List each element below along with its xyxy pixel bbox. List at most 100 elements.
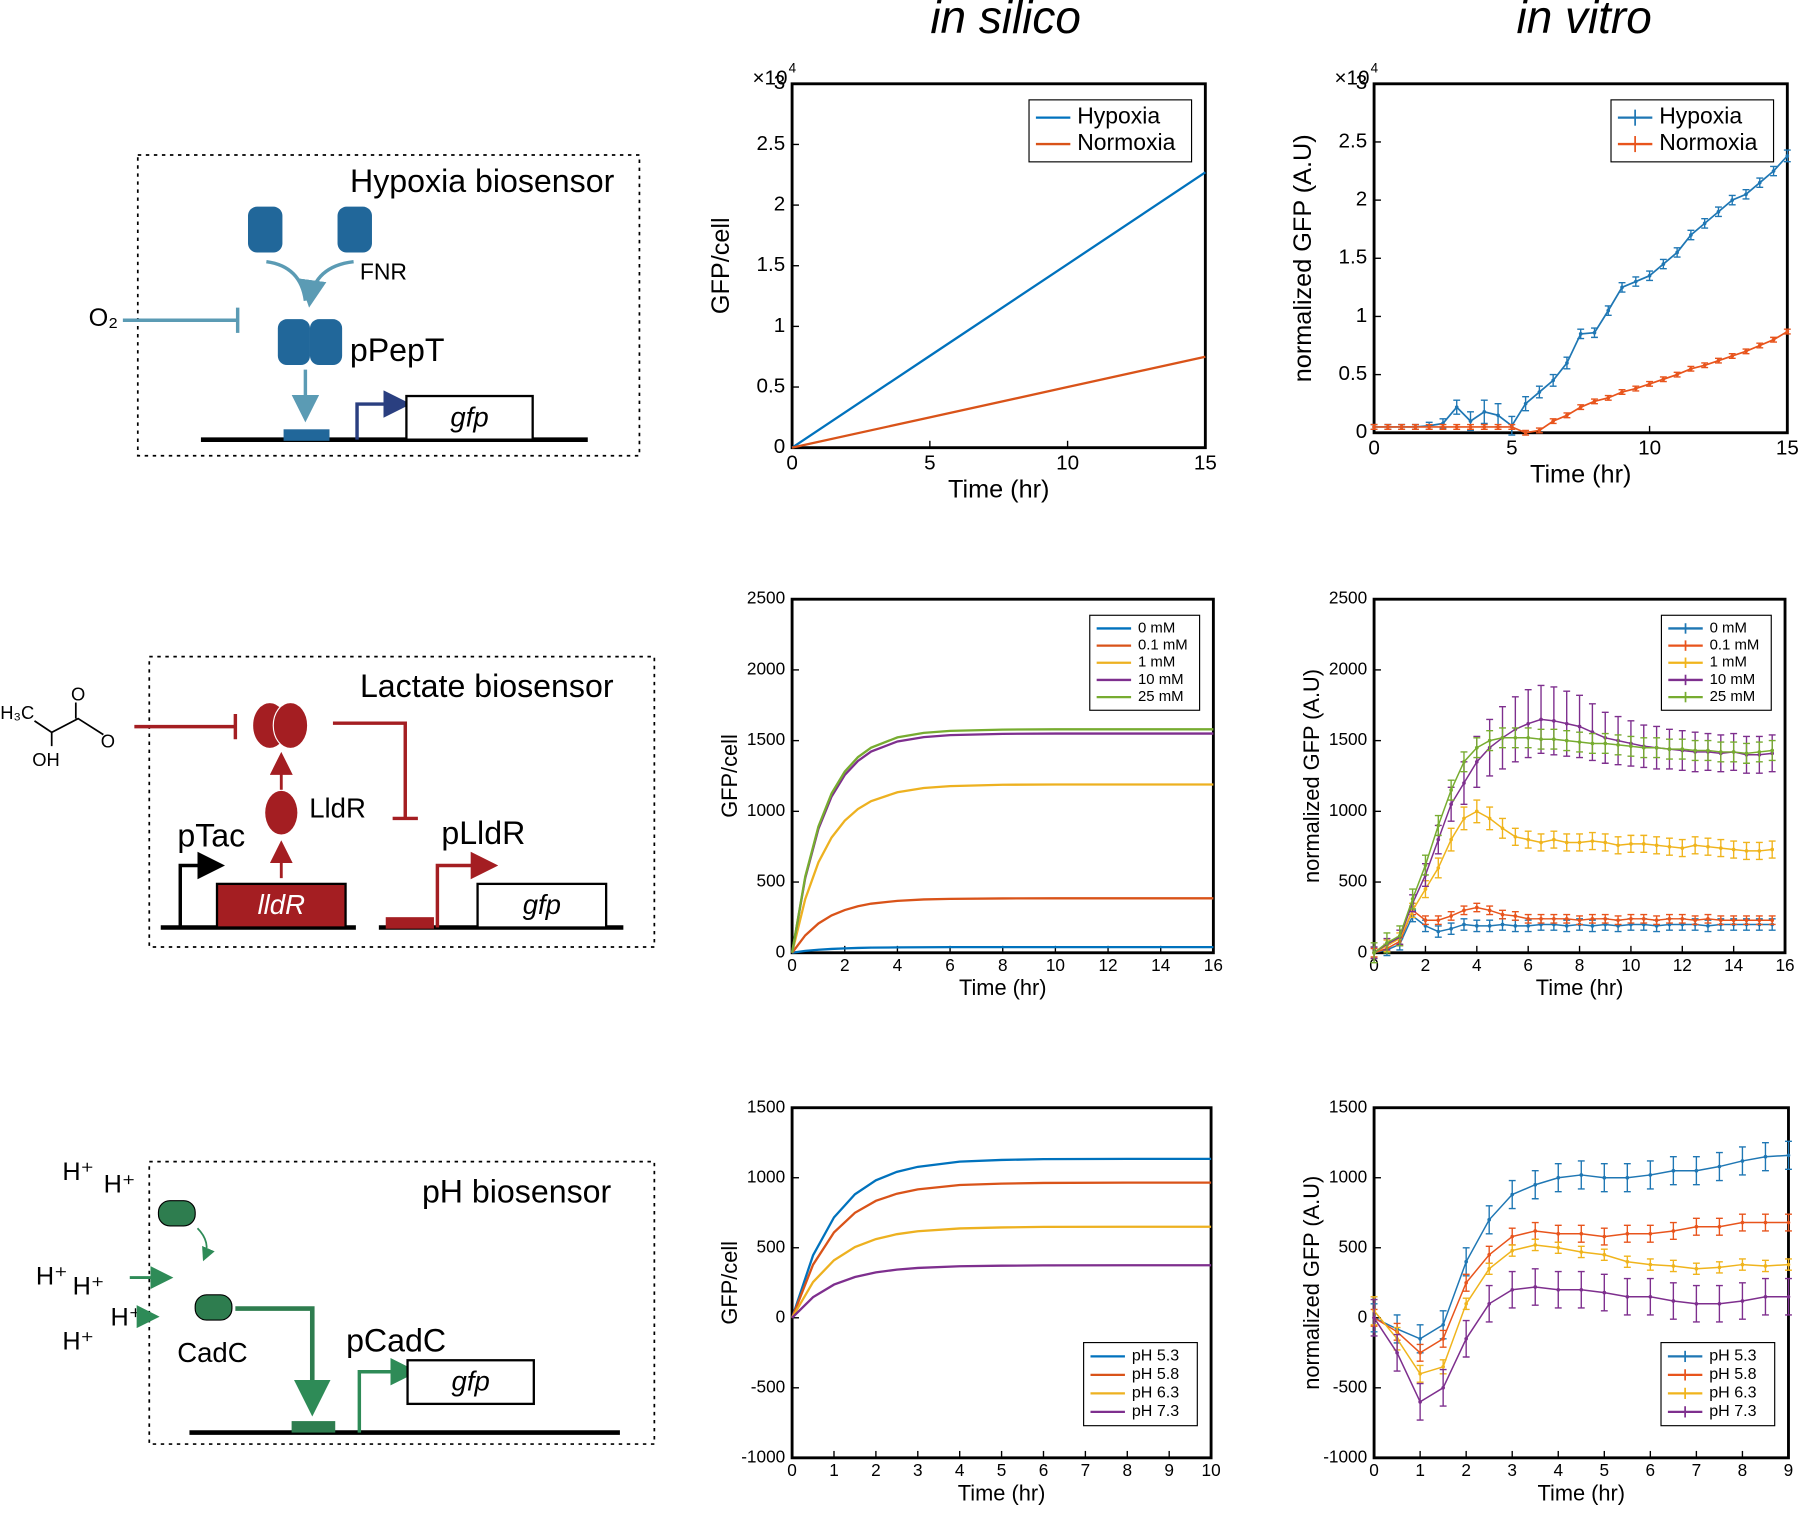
legend-label: Normoxia	[1077, 129, 1175, 155]
y-tick-label: 500	[1338, 1236, 1367, 1256]
x-tick-label: 3	[913, 1460, 923, 1480]
data-point	[1399, 425, 1404, 429]
legend-label: Normoxia	[1659, 129, 1757, 155]
x-tick-label: 7	[1081, 1460, 1091, 1480]
legend-label: 0.1 mM	[1710, 637, 1760, 654]
x-tick-label: 16	[1775, 955, 1794, 975]
chart: 0 0.5 1 1.5 2 2.5 3 0 5 10 15 Time (hr) normalized G…	[1289, 60, 1799, 488]
data-point	[1509, 425, 1514, 429]
data-point	[1693, 843, 1697, 848]
legend-label: 0.1 mM	[1138, 637, 1188, 654]
data-point	[1616, 743, 1620, 747]
data-point	[1496, 413, 1500, 418]
promoter-arrow	[435, 851, 499, 928]
data-point	[1441, 425, 1445, 429]
data-point	[1579, 1231, 1584, 1236]
data-point	[1590, 924, 1595, 928]
data-point	[1592, 399, 1597, 404]
data-point	[1539, 916, 1543, 921]
x-tick-label: 15	[1194, 452, 1217, 475]
legend-label: pH 7.3	[1132, 1402, 1179, 1420]
diagram-title: pH biosensor	[422, 1173, 612, 1209]
data-point	[1578, 332, 1583, 336]
data-point	[1462, 760, 1466, 764]
data-point	[1578, 405, 1583, 410]
data-point	[1730, 354, 1735, 358]
data-point	[1731, 750, 1736, 754]
x-tick-label: 10	[1056, 452, 1079, 475]
data-point	[1552, 916, 1556, 921]
data-point	[1436, 918, 1441, 923]
x-tick-label: 4	[1553, 1460, 1563, 1480]
x-tick-label: 4	[955, 1460, 965, 1480]
data-point	[1418, 1350, 1422, 1355]
gene-box	[476, 882, 608, 929]
data-point	[1716, 358, 1721, 363]
x-tick-label: 4	[1472, 955, 1482, 975]
y-tick-label: 1	[1356, 304, 1368, 327]
y-tick-label: 0.5	[756, 374, 785, 397]
x-tick-label: 0	[787, 1460, 797, 1480]
series-line	[791, 355, 1206, 449]
x-axis-label: Time (hr)	[958, 1480, 1046, 1505]
data-point	[1731, 918, 1736, 923]
y-tick-label: 1.5	[1338, 246, 1367, 269]
data-point	[1413, 425, 1418, 429]
y-tick-label: -500	[1333, 1376, 1367, 1396]
y-tick-label: 500	[757, 1236, 786, 1256]
proton-label: H⁺	[36, 1262, 68, 1290]
data-point	[1427, 425, 1432, 429]
data-point	[1602, 1234, 1607, 1239]
x-tick-label: 6	[1523, 955, 1533, 975]
data-point	[1706, 844, 1710, 849]
data-point	[1694, 1301, 1699, 1306]
legend-label: Hypoxia	[1077, 103, 1160, 129]
y-axis-label: GFP/cell	[707, 217, 735, 314]
proton-label: H⁺	[62, 1158, 94, 1186]
series-line	[791, 1157, 1212, 1319]
data-point	[1579, 1250, 1584, 1254]
hypoxia-diagram: Hypoxia biosensor FNR O₂ pPepT gfp	[89, 154, 641, 457]
data-point	[1395, 1350, 1399, 1355]
data-point	[1717, 1301, 1722, 1306]
data-point	[1500, 826, 1505, 831]
series-line	[790, 783, 1214, 954]
promoter-label: pTac	[177, 817, 245, 853]
y-tick-label: 2.5	[756, 132, 785, 155]
y-tick-label: 1500	[1329, 1096, 1367, 1116]
x-axis-label: Time (hr)	[1536, 975, 1624, 1000]
data-point	[1718, 918, 1723, 923]
data-point	[1372, 1315, 1376, 1320]
legend-label: pH 6.3	[1132, 1384, 1179, 1402]
inhibitor-label: O₂	[89, 304, 118, 332]
data-point	[1577, 918, 1582, 923]
data-point	[1579, 1173, 1584, 1177]
chart: 0 500 1000 1500 2000 2500 0 2 4 6 8 10 12 14 16 Time (h…	[1299, 588, 1795, 1000]
data-point	[1462, 908, 1466, 913]
data-point	[1740, 1159, 1745, 1163]
data-point	[1654, 918, 1659, 923]
data-point	[1385, 941, 1389, 945]
data-point	[1441, 1322, 1445, 1327]
data-point	[1757, 343, 1762, 348]
x-tick-label: 9	[1164, 1460, 1174, 1480]
data-point	[1474, 809, 1479, 814]
data-point	[1606, 396, 1611, 400]
data-point	[1423, 863, 1428, 867]
y-tick-label: 500	[757, 871, 786, 891]
data-point	[1510, 1234, 1515, 1239]
legend-label: pH 5.3	[1709, 1347, 1756, 1365]
data-point	[1706, 916, 1710, 921]
data-point	[1539, 737, 1543, 742]
promoter-arrow	[357, 1357, 418, 1433]
data-point	[1436, 929, 1441, 934]
data-point	[1680, 846, 1685, 850]
legend-label: pH 5.8	[1709, 1365, 1756, 1383]
data-point	[1694, 1224, 1699, 1229]
x-tick-label: 2	[1461, 1460, 1471, 1480]
data-point	[1757, 180, 1762, 185]
fnr-monomer	[337, 206, 372, 253]
data-point	[1590, 741, 1595, 746]
data-point	[1513, 914, 1518, 918]
data-point	[1770, 748, 1775, 753]
